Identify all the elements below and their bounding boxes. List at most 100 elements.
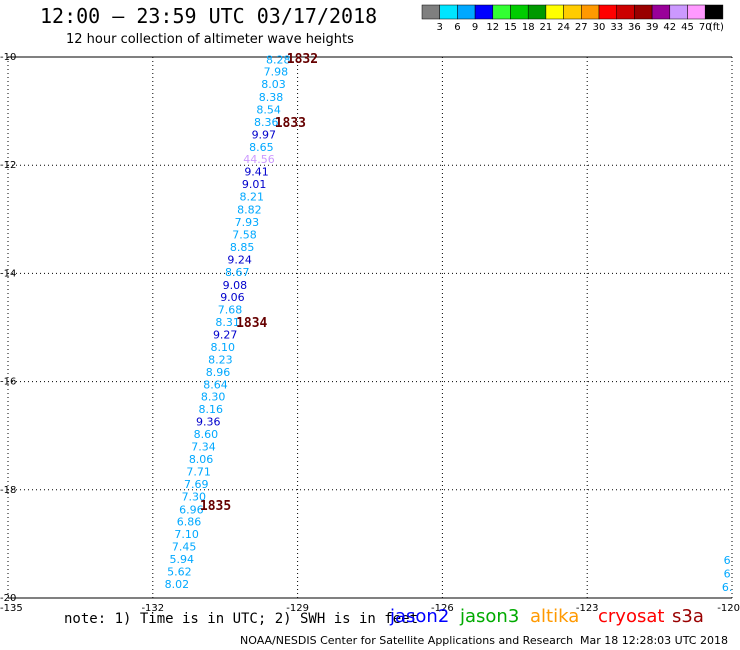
wave-height-value: 6 (724, 568, 731, 581)
longitude-tick-label: -129 (286, 603, 309, 614)
color-scale-label: 70 (699, 22, 712, 33)
longitude-tick-label: -132 (141, 603, 164, 614)
color-scale-swatch (634, 4, 653, 20)
color-scale-swatch (457, 4, 476, 20)
wave-height-value: 7.98 (264, 66, 289, 79)
color-scale-swatch (616, 4, 635, 20)
latitude-tick-label: -18 (0, 485, 16, 496)
wave-height-value: 6.96 (179, 503, 204, 516)
color-scale-swatch (687, 4, 706, 20)
wave-height-value: 9.41 (244, 166, 269, 179)
wave-height-value: 9.24 (227, 253, 252, 266)
wave-height-value: 7.45 (172, 541, 197, 554)
color-scale-swatch (474, 4, 494, 20)
color-scale-swatch (421, 4, 440, 20)
wave-height-value: 6. (722, 581, 733, 594)
wave-height-value: 44.56 (243, 153, 275, 166)
longitude-ticks: -135 -132 -129 -126 -123 -120 (0, 603, 740, 614)
footer-timestamp: Mar 18 12:28:03 UTC 2018 (580, 634, 728, 647)
latitude-tick-label: -10 (0, 52, 16, 63)
wave-height-value: 8.85 (230, 241, 255, 254)
color-scale-label: 45 (681, 22, 694, 33)
color-scale-label: 3 (437, 22, 443, 33)
wave-height-value: 9.27 (213, 329, 238, 342)
satellite-legend-cryosat: cryosat (598, 606, 665, 627)
wave-height-value: 5.94 (170, 553, 195, 566)
wave-height-points: 8.287.988.038.388.548.369.978.6544.569.4… (165, 54, 733, 594)
color-scale-label: 21 (540, 22, 553, 33)
longitude-tick-label: -126 (431, 603, 454, 614)
color-scale-label: 15 (504, 22, 517, 33)
color-scale-swatch (563, 4, 582, 20)
color-scale-swatch (598, 4, 617, 20)
wave-height-value: 8.96 (206, 366, 231, 379)
color-scale-label: 36 (628, 22, 641, 33)
page-title: 12:00 – 23:59 UTC 03/17/2018 (40, 4, 378, 28)
latitude-ticks: -10 -12 -14 -16 -18 -20 (0, 52, 16, 604)
wave-height-value: 8.16 (198, 403, 223, 416)
color-scale-swatch (439, 4, 458, 20)
wave-height-value: 8.65 (249, 141, 274, 154)
wave-height-value: 7.10 (174, 528, 199, 541)
revolution-labels: 1832 1833 1834 1835 (200, 52, 318, 514)
footer-credit: NOAA/NESDIS Center for Satellite Applica… (240, 634, 574, 647)
color-scale-label: 30 (593, 22, 606, 33)
wave-height-value: 8.28 (266, 54, 291, 67)
wave-height-value: 8.31 (215, 316, 240, 329)
color-scale-swatch (581, 4, 600, 20)
satellite-legend-s3a: s3a (672, 606, 704, 627)
wave-height-value: 8.06 (189, 453, 214, 466)
color-scale-swatch (651, 4, 671, 20)
wave-height-value: 9.01 (242, 178, 267, 191)
wave-height-value: 7.69 (184, 478, 209, 491)
color-scale-label: 6 (454, 22, 460, 33)
satellite-legend-jason3: jason3 (460, 606, 520, 627)
color-scale-swatch (510, 4, 529, 20)
color-scale-unit: (ft) (709, 22, 724, 33)
wave-height-value: 9.08 (223, 279, 248, 292)
color-scale-swatch (527, 4, 547, 20)
longitude-tick-label: -120 (717, 603, 740, 614)
color-scale-label: 12 (486, 22, 499, 33)
satellite-legend-jason2: jason2 (390, 606, 450, 627)
wave-height-value: 8.60 (194, 428, 219, 441)
wave-height-value: 8.30 (201, 391, 226, 404)
longitude-tick-label: -123 (576, 603, 599, 614)
wave-height-value: 7.58 (232, 228, 257, 241)
wave-height-value: 8.23 (208, 353, 233, 366)
page-subtitle: 12 hour collection of altimeter wave hei… (66, 32, 354, 47)
revolution-label: 1835 (200, 499, 231, 514)
revolution-label: 1833 (275, 116, 306, 131)
color-scale-label: 24 (557, 22, 570, 33)
latitude-tick-label: -20 (0, 593, 16, 604)
wave-height-value: 6 (724, 554, 731, 567)
wave-height-value: 8.38 (259, 91, 284, 104)
color-scale: 3 6 9 12 15 18 21 24 27 30 33 36 39 42 45 70(ft) (421, 4, 724, 33)
wave-height-value: 8.67 (225, 266, 250, 279)
color-scale-label: 18 (522, 22, 535, 33)
wave-height-value: 7.34 (191, 441, 216, 454)
wave-height-value: 7.71 (186, 465, 211, 478)
color-scale-label: 42 (663, 22, 676, 33)
longitude-tick-label: -135 (0, 603, 23, 614)
revolution-label: 1834 (236, 316, 267, 331)
color-scale-label: 33 (610, 22, 623, 33)
wave-height-value: 8.02 (165, 578, 190, 591)
wave-height-value: 5.62 (167, 565, 192, 578)
latitude-tick-label: -12 (0, 160, 16, 171)
revolution-label: 1832 (287, 52, 318, 67)
wave-height-value: 9.36 (196, 416, 221, 429)
color-scale-label: 39 (646, 22, 659, 33)
wave-height-value: 8.21 (239, 191, 264, 204)
wave-height-value: 7.30 (182, 490, 207, 503)
color-scale-swatch (492, 4, 511, 20)
color-scale-swatch (669, 4, 688, 20)
wave-height-value: 6.86 (177, 516, 202, 529)
color-scale-swatch (704, 4, 724, 20)
color-scale-swatch (545, 4, 564, 20)
wave-height-value: 8.82 (237, 204, 262, 217)
footer-note: note: 1) Time is in UTC; 2) SWH is in fe… (64, 611, 419, 627)
satellite-legend-altika: altika (530, 606, 580, 627)
color-scale-label: 27 (575, 22, 588, 33)
